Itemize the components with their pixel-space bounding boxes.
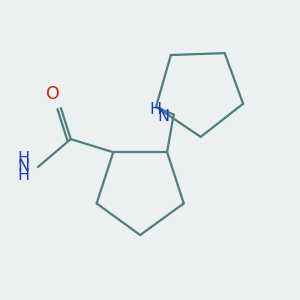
Text: H: H [17, 151, 29, 166]
Text: O: O [46, 85, 60, 103]
Text: H: H [17, 168, 29, 183]
Text: N: N [158, 109, 170, 124]
Text: N: N [17, 159, 29, 174]
Text: H: H [150, 102, 162, 117]
